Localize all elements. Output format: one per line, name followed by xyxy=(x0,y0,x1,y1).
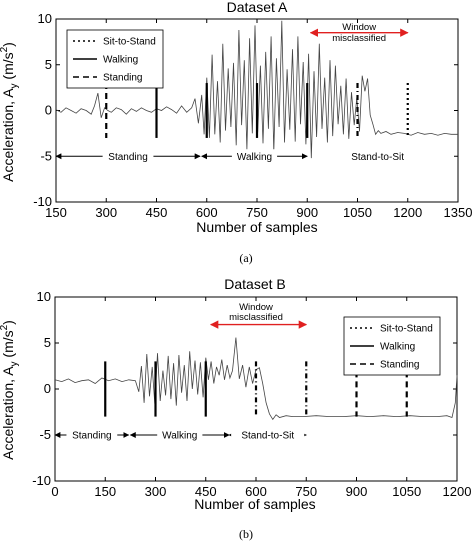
chart-b-ylabel-close: ) xyxy=(0,320,16,325)
chart-a-series-line xyxy=(55,20,458,159)
chart-a-xtick-label: 150 xyxy=(45,205,67,220)
chart-b-phase-label: Walking xyxy=(162,431,197,442)
chart-a-legend-label: Sit-to-Stand xyxy=(103,37,156,48)
chart-b-series-line xyxy=(54,337,458,421)
chart-a: Dataset A Acceleration, Ay (m/s2) Number… xyxy=(0,0,472,235)
chart-a-ylabel-exp: 2 xyxy=(0,46,10,52)
chart-a-xtick-label: 750 xyxy=(246,205,268,220)
chart-a-ylabel-text: Acceleration, Ay (m/s2) xyxy=(0,42,20,182)
chart-b-ytick-label: -5 xyxy=(39,427,51,442)
chart-a-plot: 150 300 450 600 750 900 1050 1200 1350 -10 -5 0 5 10 S… xyxy=(33,11,472,220)
chart-b-ytick-label: 5 xyxy=(44,335,51,350)
chart-a-title: Dataset A xyxy=(227,0,288,15)
chart-b-plot: 0 150 300 450 600 750 900 1050 1200 -10 -5 0 5 10 Stan… xyxy=(32,289,471,499)
chart-b-annotation: misclassified xyxy=(229,312,283,323)
chart-a-ytick-label: 10 xyxy=(38,11,52,26)
chart-b-title: Dataset B xyxy=(224,276,285,292)
chart-b-xlabel: Number of samples xyxy=(194,496,315,512)
chart-a-xtick-label: 300 xyxy=(95,205,117,220)
chart-b-xtick-label: 600 xyxy=(245,484,267,499)
chart-a-xtick-label: 1350 xyxy=(444,205,473,220)
chart-b-xtick-label: 1050 xyxy=(392,484,421,499)
chart-b-xtick-label: 150 xyxy=(94,484,116,499)
chart-b-phase-label-bg xyxy=(231,428,305,441)
chart-a-ylabel-sub: y xyxy=(9,83,20,88)
chart-a-phase-label: Walking xyxy=(237,152,272,163)
chart-b-ylabel-main: Acceleration, A xyxy=(0,366,16,460)
chart-a-xtick-label: 1200 xyxy=(393,205,422,220)
chart-b-legend-label: Sit-to-Stand xyxy=(380,324,433,335)
chart-b-phase-label: Stand-to-Sit xyxy=(241,431,294,442)
chart-b-ytick-label: 0 xyxy=(44,381,51,396)
chart-b: Dataset B Acceleration, Ay (m/s2) Number… xyxy=(0,276,471,512)
chart-a-ylabel: Acceleration, Ay (m/s2) xyxy=(0,42,20,182)
chart-a-ylabel-close: ) xyxy=(0,42,16,47)
chart-b-ylabel-exp: 2 xyxy=(0,324,10,330)
chart-b-xtick-label: 1200 xyxy=(443,484,472,499)
chart-a-ytick-label: -5 xyxy=(40,148,52,163)
chart-b-annotation: Window xyxy=(239,302,273,313)
chart-a-legend-label: Walking xyxy=(103,55,138,66)
chart-a-xtick-label: 1050 xyxy=(343,205,372,220)
chart-b-phase-label-bg xyxy=(66,428,118,441)
chart-b-xtick-label: 900 xyxy=(346,484,368,499)
chart-b-xtick-label: 750 xyxy=(295,484,317,499)
chart-b-ytick-label: 10 xyxy=(37,289,51,304)
chart-a-annotation: misclassified xyxy=(332,33,386,44)
chart-b-legend-label: Standing xyxy=(380,360,419,371)
chart-b-ylabel-unit: (m/s xyxy=(0,330,16,361)
chart-a-ylabel-unit: (m/s xyxy=(0,52,16,83)
chart-b-ytick-label: -10 xyxy=(32,473,51,488)
caption-b: (b) xyxy=(239,527,253,541)
chart-b-xtick-label: 450 xyxy=(195,484,217,499)
caption-a: (a) xyxy=(239,251,252,265)
chart-a-ytick-label: -10 xyxy=(33,194,52,209)
chart-b-ylabel: Acceleration, Ay (m/s2) xyxy=(0,320,20,460)
chart-a-xtick-label: 450 xyxy=(146,205,168,220)
chart-a-xtick-label: 900 xyxy=(296,205,318,220)
chart-b-phase-label-bg xyxy=(157,428,203,441)
chart-a-ylabel-main: Acceleration, A xyxy=(0,88,16,182)
chart-b-xtick-label: 0 xyxy=(51,484,58,499)
chart-b-ylabel-text: Acceleration, Ay (m/s2) xyxy=(0,320,20,460)
chart-b-ylabel-sub: y xyxy=(9,361,20,366)
chart-a-xtick-label: 600 xyxy=(196,205,218,220)
chart-a-phase-label-bg xyxy=(231,149,278,163)
chart-b-xtick-label: 300 xyxy=(145,484,167,499)
chart-a-phase-label-bg xyxy=(341,149,415,163)
chart-a-ytick-label: 0 xyxy=(45,103,52,118)
chart-a-phase-label: Standing xyxy=(108,152,147,163)
chart-b-legend-label: Walking xyxy=(380,342,415,353)
chart-a-annotation: Window xyxy=(342,22,376,33)
chart-b-phase-label: Standing xyxy=(72,431,111,442)
chart-a-ytick-label: 5 xyxy=(45,57,52,72)
chart-a-phase-label-bg xyxy=(102,149,154,163)
chart-a-phase-label: Stand-to-Sit xyxy=(351,152,404,163)
chart-a-xlabel: Number of samples xyxy=(196,219,317,235)
chart-a-legend-label: Standing xyxy=(103,73,142,84)
